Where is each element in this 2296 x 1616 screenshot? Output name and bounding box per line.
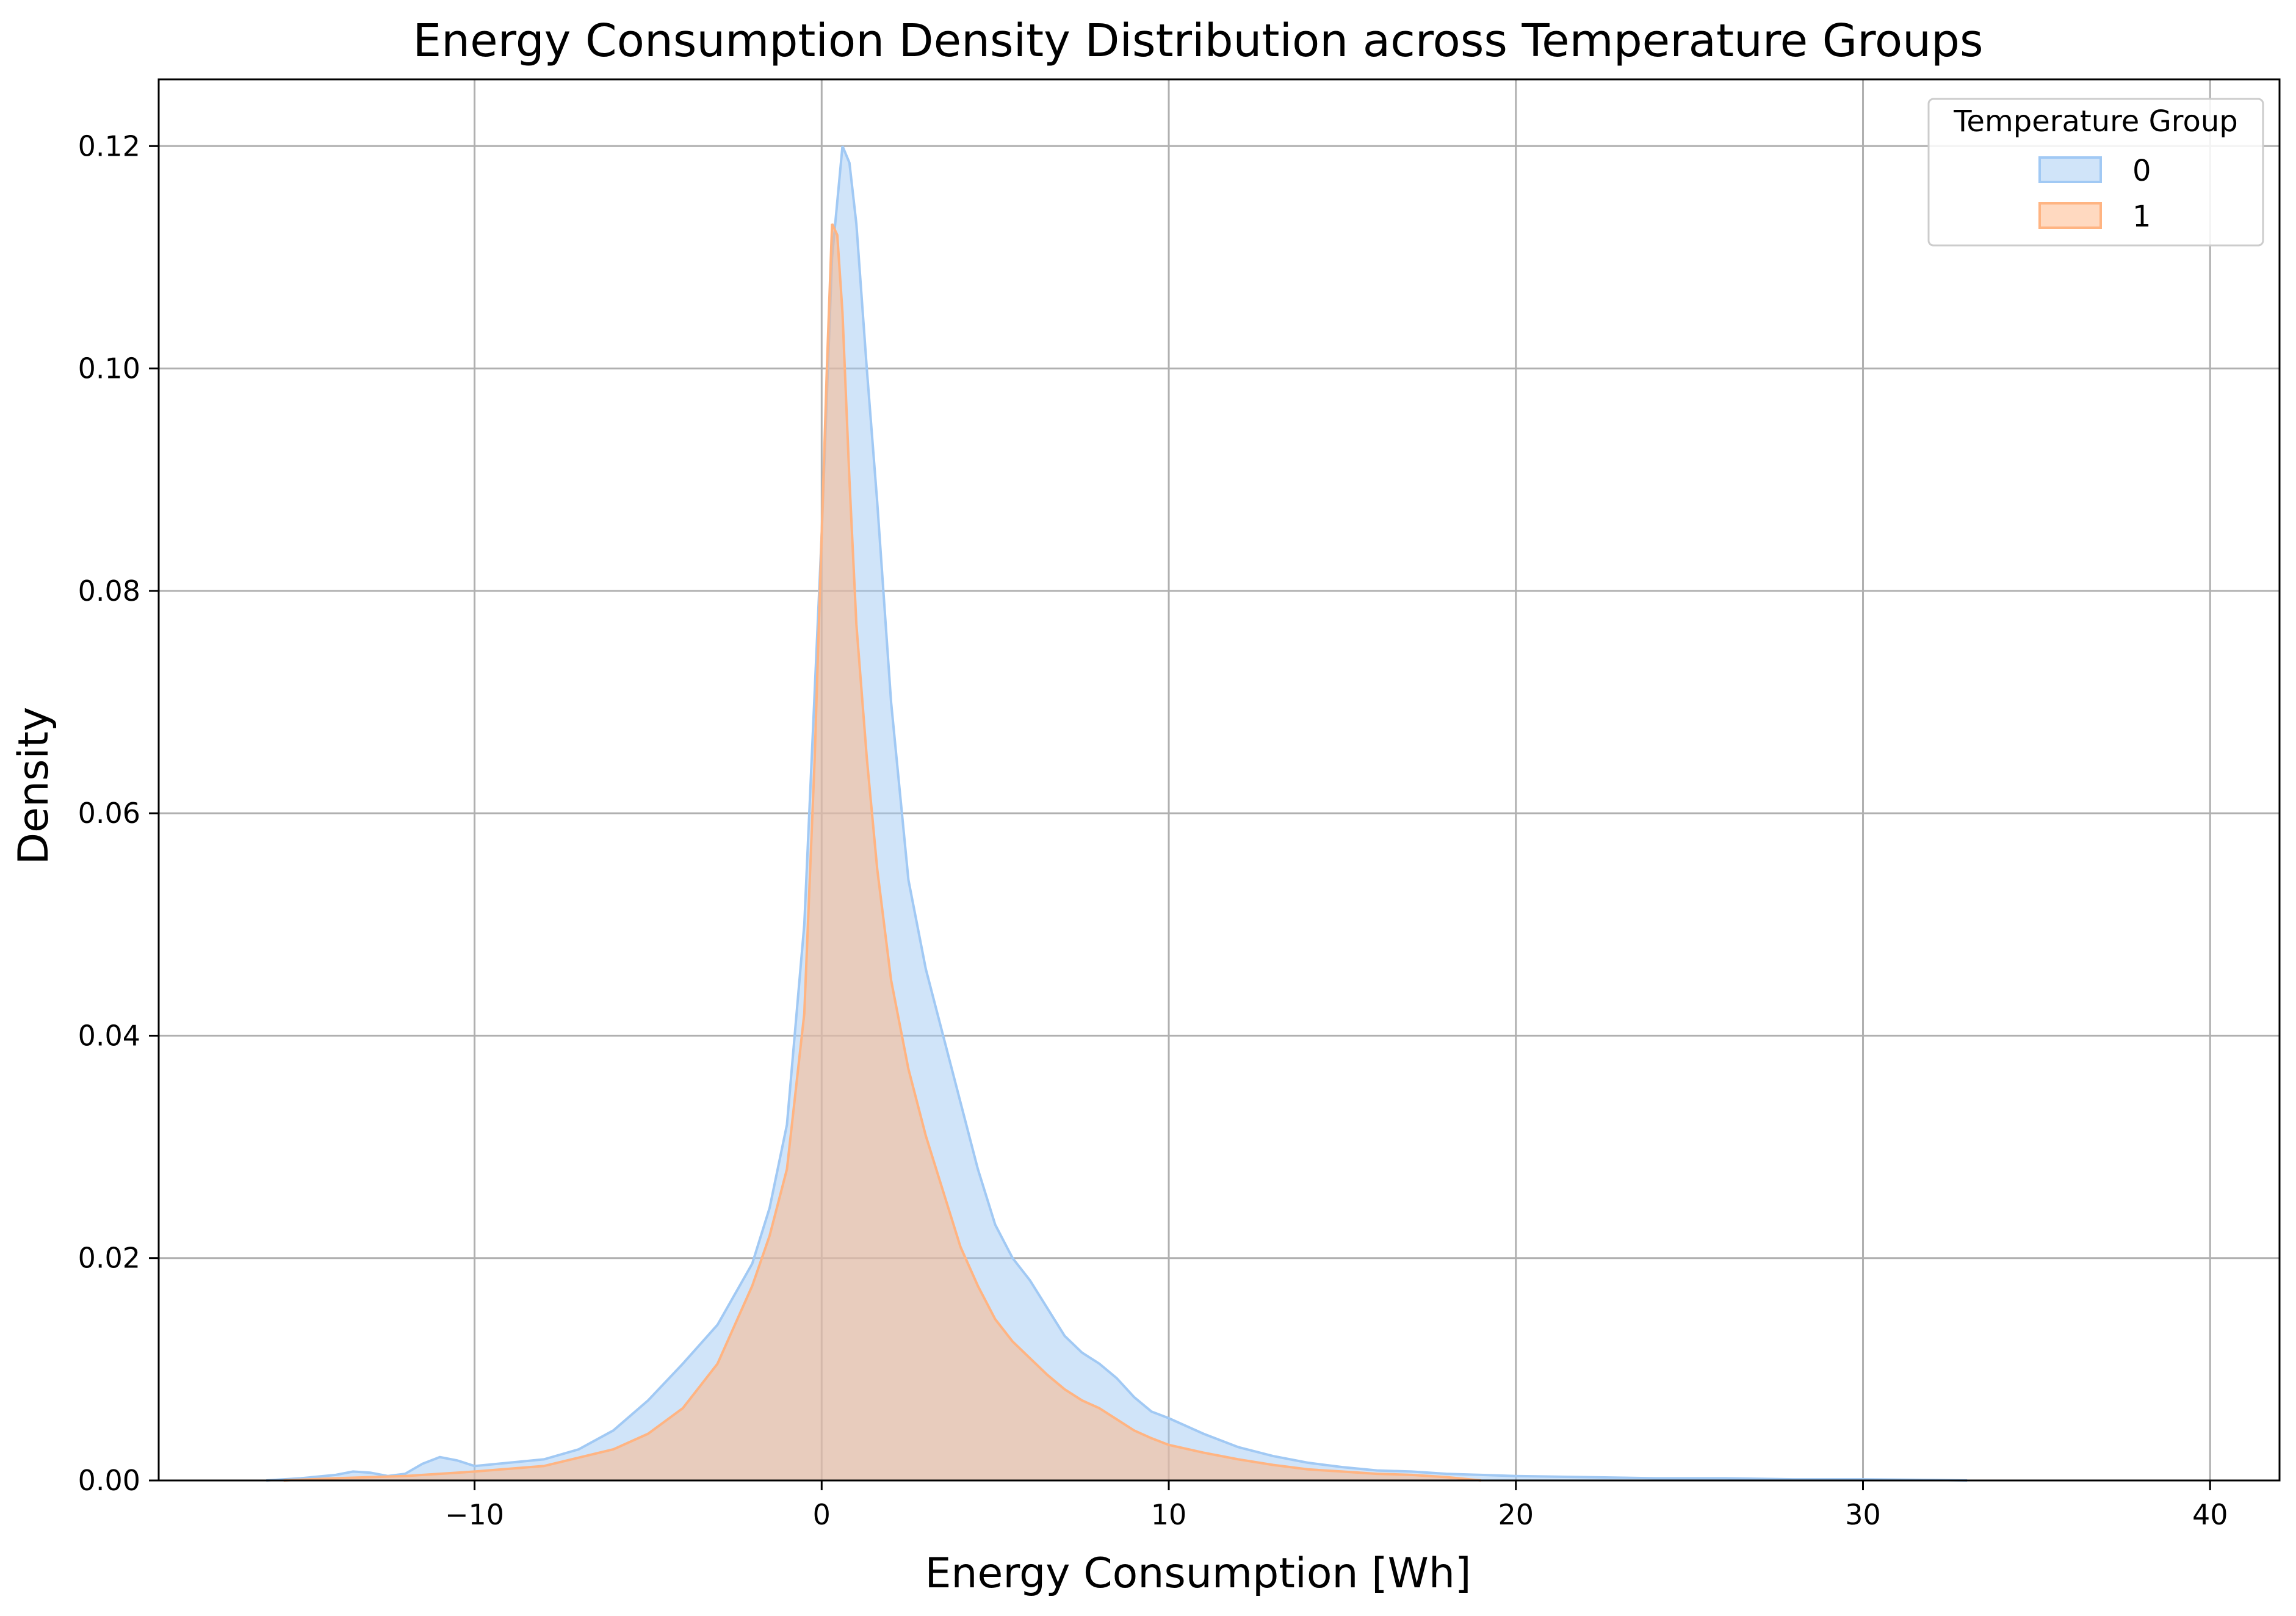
x-tick-label: 30 <box>1845 1498 1881 1531</box>
y-tick-label: 0.00 <box>78 1464 140 1497</box>
legend-swatch-1 <box>2038 202 2102 229</box>
y-tick-label: 0.08 <box>78 574 140 607</box>
legend-title: Temperature Group <box>1953 104 2237 139</box>
series-layer <box>266 145 1968 1482</box>
x-tick-label: 0 <box>813 1498 831 1531</box>
x-tick-label: −10 <box>445 1498 504 1531</box>
legend-label-1: 1 <box>2132 200 2151 234</box>
y-tick-label: 0.10 <box>78 352 140 385</box>
x-tick-label: 40 <box>2192 1498 2228 1531</box>
y-tick-label: 0.02 <box>78 1242 140 1275</box>
series-1-line <box>283 223 1482 1482</box>
y-tick-label: 0.04 <box>78 1019 140 1052</box>
y-tick-label: 0.06 <box>78 797 140 830</box>
series-0-line <box>266 145 1968 1482</box>
axes-layer: −10 0 10 20 30 400.000.020.040.060.080.100.12 <box>78 78 2281 1531</box>
grid-layer <box>159 79 2280 1482</box>
legend-swatch-0 <box>2038 156 2102 183</box>
series-1-area <box>283 223 1481 1481</box>
y-tick-label: 0.12 <box>78 129 140 162</box>
chart-title: Energy Consumption Density Distribution … <box>413 15 1983 67</box>
legend[interactable]: Temperature Group 01 <box>1927 98 2264 247</box>
x-tick-label: 20 <box>1498 1498 1534 1531</box>
y-axis-label: Density <box>10 707 58 865</box>
plot-frame <box>157 78 2281 1482</box>
x-axis-label: Energy Consumption [Wh] <box>925 1549 1471 1598</box>
x-tick-label: 10 <box>1151 1498 1187 1531</box>
legend-label-0: 0 <box>2132 154 2151 188</box>
legend-items: 01 <box>2038 154 2151 234</box>
